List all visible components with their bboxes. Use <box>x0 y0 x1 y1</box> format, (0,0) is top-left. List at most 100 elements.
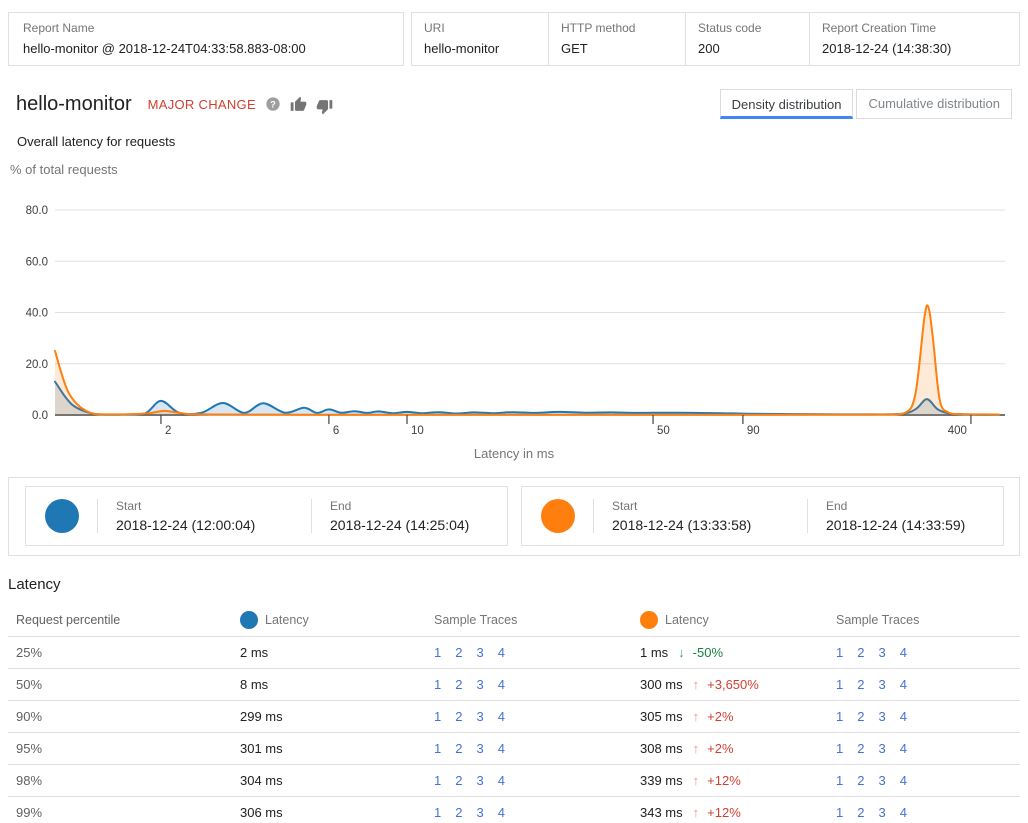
major-change-badge: MAJOR CHANGE <box>147 96 256 112</box>
sample-trace-link[interactable]: 2 <box>455 645 463 660</box>
uri-label: URI <box>424 21 445 35</box>
sample-trace-link[interactable]: 2 <box>857 805 865 820</box>
trend-arrow-icon: ↑ <box>692 741 700 756</box>
percentile-value: 95% <box>16 741 43 756</box>
report-name-card: Report Name hello-monitor @ 2018-12-24T0… <box>8 12 404 66</box>
comparison-series-dot <box>541 499 575 533</box>
svg-text:60.0: 60.0 <box>26 256 48 268</box>
http-method-value: GET <box>561 41 588 56</box>
status-code-value: 200 <box>698 41 720 56</box>
sample-trace-link[interactable]: 3 <box>878 805 886 820</box>
svg-text:?: ? <box>270 99 276 109</box>
chart-subtitle: Overall latency for requests <box>17 134 176 149</box>
baseline-start-label: Start <box>116 499 142 513</box>
sample-trace-link[interactable]: 1 <box>434 709 442 724</box>
sample-trace-link[interactable]: 1 <box>836 709 844 724</box>
sample-trace-link[interactable]: 1 <box>836 773 844 788</box>
sample-trace-link[interactable]: 3 <box>878 709 886 724</box>
sample-trace-link[interactable]: 3 <box>476 805 484 820</box>
baseline-latency-value: 301 ms <box>240 741 283 756</box>
svg-text:2: 2 <box>165 425 171 437</box>
sample-trace-link[interactable]: 2 <box>857 773 865 788</box>
sample-trace-link[interactable]: 1 <box>434 645 442 660</box>
sample-trace-link[interactable]: 4 <box>899 709 907 724</box>
sample-trace-link[interactable]: 2 <box>857 645 865 660</box>
percentile-value: 98% <box>16 773 43 788</box>
baseline-end-value: 2018-12-24 (14:25:04) <box>330 517 470 533</box>
svg-text:20.0: 20.0 <box>26 359 48 371</box>
help-icon[interactable]: ? <box>265 96 281 112</box>
thumb-up-icon[interactable] <box>290 96 307 113</box>
sample-trace-link[interactable]: 3 <box>878 741 886 756</box>
sample-trace-link[interactable]: 1 <box>434 805 442 820</box>
sample-trace-link[interactable]: 2 <box>455 677 463 692</box>
sample-trace-link[interactable]: 4 <box>497 805 505 820</box>
sample-trace-link[interactable]: 3 <box>476 677 484 692</box>
sample-trace-link[interactable]: 3 <box>476 709 484 724</box>
thumb-down-icon[interactable] <box>316 98 333 115</box>
table-header-row: Request percentile Latency Sample Traces… <box>8 603 1020 637</box>
baseline-latency-value: 304 ms <box>240 773 283 788</box>
sample-trace-link[interactable]: 2 <box>455 741 463 756</box>
sample-trace-link[interactable]: 1 <box>836 677 844 692</box>
sample-trace-link[interactable]: 3 <box>476 741 484 756</box>
column-comparison-traces: Sample Traces <box>836 612 920 627</box>
uri-value: hello-monitor <box>424 41 500 56</box>
status-code-label: Status code <box>698 21 762 35</box>
svg-text:50: 50 <box>657 425 670 437</box>
sample-trace-link[interactable]: 3 <box>476 645 484 660</box>
sample-trace-link[interactable]: 4 <box>497 741 505 756</box>
sample-trace-link[interactable]: 3 <box>476 773 484 788</box>
latency-table: Request percentile Latency Sample Traces… <box>8 603 1020 823</box>
sample-trace-link[interactable]: 4 <box>497 709 505 724</box>
tab-cumulative-distribution[interactable]: Cumulative distribution <box>856 89 1012 119</box>
sample-trace-link[interactable]: 4 <box>497 773 505 788</box>
sample-trace-link[interactable]: 4 <box>899 645 907 660</box>
sample-trace-link[interactable]: 4 <box>899 677 907 692</box>
sample-trace-link[interactable]: 1 <box>836 805 844 820</box>
column-comparison-latency: Latency <box>632 610 828 629</box>
baseline-dot-icon <box>240 610 258 629</box>
sample-trace-link[interactable]: 2 <box>857 741 865 756</box>
sample-trace-link[interactable]: 4 <box>899 773 907 788</box>
sample-trace-link[interactable]: 2 <box>455 805 463 820</box>
series-legend: Start 2018-12-24 (12:00:04) End 2018-12-… <box>8 477 1020 556</box>
comparison-latency-label: Latency <box>665 612 709 627</box>
sample-trace-link[interactable]: 4 <box>497 645 505 660</box>
sample-trace-link[interactable]: 1 <box>836 645 844 660</box>
sample-trace-link[interactable]: 1 <box>836 741 844 756</box>
sample-trace-link[interactable]: 1 <box>434 773 442 788</box>
sample-trace-link[interactable]: 2 <box>857 677 865 692</box>
comparison-latency-value: 308 ms <box>640 741 683 756</box>
sample-trace-link[interactable]: 4 <box>899 805 907 820</box>
sample-trace-link[interactable]: 2 <box>455 709 463 724</box>
comparison-dot-icon <box>640 610 658 629</box>
sample-trace-link[interactable]: 3 <box>878 773 886 788</box>
baseline-latency-value: 299 ms <box>240 709 283 724</box>
percentile-value: 90% <box>16 709 43 724</box>
tab-density-distribution[interactable]: Density distribution <box>719 89 854 119</box>
comparison-start-value: 2018-12-24 (13:33:58) <box>612 517 752 533</box>
sample-trace-link[interactable]: 2 <box>857 709 865 724</box>
sample-trace-link[interactable]: 2 <box>455 773 463 788</box>
svg-text:0.0: 0.0 <box>32 410 48 422</box>
sample-trace-link[interactable]: 1 <box>434 677 442 692</box>
percentile-value: 25% <box>16 645 43 660</box>
report-name-label: Report Name <box>23 21 95 35</box>
latency-density-chart: 0.0 20.0 40.0 60.0 80.0 2 6 10 50 90 400 Latency i… <box>8 201 1020 461</box>
sample-trace-link[interactable]: 3 <box>878 677 886 692</box>
sample-trace-link[interactable]: 1 <box>434 741 442 756</box>
sample-trace-link[interactable]: 4 <box>899 741 907 756</box>
comparison-end-value: 2018-12-24 (14:33:59) <box>826 517 966 533</box>
sample-trace-link[interactable]: 4 <box>497 677 505 692</box>
sample-trace-link[interactable]: 3 <box>878 645 886 660</box>
column-baseline-traces: Sample Traces <box>434 612 518 627</box>
